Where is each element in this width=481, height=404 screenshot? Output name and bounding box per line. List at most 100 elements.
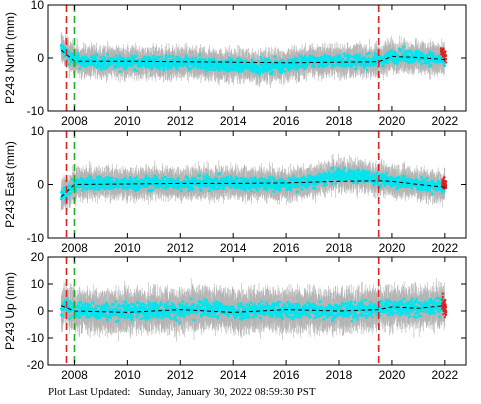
data-point — [347, 57, 351, 60]
data-point — [283, 70, 287, 73]
data-point — [125, 187, 129, 191]
data-point — [99, 68, 103, 71]
data-point — [367, 51, 371, 55]
data-point — [198, 54, 202, 57]
data-point — [166, 67, 170, 71]
data-point — [210, 68, 213, 71]
x-tick-label: 2016 — [273, 114, 300, 128]
data-point — [89, 176, 93, 179]
data-point — [78, 67, 82, 70]
data-point — [84, 185, 87, 189]
data-point — [333, 64, 336, 67]
data-point — [157, 55, 161, 59]
data-point — [390, 48, 393, 52]
data-point — [150, 67, 154, 71]
data-point — [431, 52, 435, 55]
data-point — [261, 70, 265, 74]
data-point — [185, 56, 188, 60]
data-point — [67, 184, 71, 188]
data-point — [391, 51, 395, 54]
data-point — [69, 192, 72, 195]
data-point — [134, 189, 138, 193]
data-point — [151, 54, 155, 58]
data-point — [64, 194, 68, 198]
data-point — [115, 61, 119, 65]
data-point — [322, 65, 326, 69]
data-point — [160, 55, 164, 59]
data-point — [164, 54, 168, 57]
data-point — [239, 70, 242, 73]
data-point — [429, 63, 432, 67]
x-tick-label: 2008 — [61, 114, 88, 128]
recent-point — [441, 49, 444, 52]
data-point — [122, 56, 126, 60]
data-point — [228, 69, 231, 73]
recent-point — [442, 47, 445, 50]
data-point — [413, 58, 417, 62]
data-point — [105, 52, 109, 56]
recent-point — [444, 58, 447, 61]
recent-point — [442, 48, 445, 51]
data-point — [134, 54, 138, 58]
data-point — [293, 56, 297, 60]
data-point — [80, 63, 84, 67]
data-point — [304, 55, 307, 58]
data-point — [207, 68, 211, 71]
data-point — [85, 177, 89, 181]
data-point — [260, 58, 264, 61]
y-tick-label: -10 — [27, 104, 45, 118]
data-point — [85, 187, 89, 191]
data-point — [264, 61, 268, 65]
data-point — [77, 54, 81, 58]
data-point — [349, 54, 353, 58]
data-point — [177, 58, 181, 62]
data-point — [227, 65, 231, 68]
data-point — [323, 53, 327, 57]
data-point — [215, 60, 219, 63]
data-point — [76, 56, 80, 60]
data-points — [59, 43, 447, 76]
data-point — [237, 68, 241, 72]
data-point — [382, 61, 386, 65]
model-line — [60, 49, 445, 64]
data-point — [229, 62, 233, 66]
data-point — [285, 63, 289, 67]
data-point — [94, 57, 98, 61]
data-point — [112, 186, 115, 190]
data-point — [360, 63, 364, 67]
data-point — [187, 66, 191, 70]
data-point — [93, 185, 97, 189]
data-point — [267, 58, 270, 61]
data-point — [367, 56, 371, 60]
data-point — [175, 67, 179, 71]
data-point — [189, 67, 193, 70]
data-point — [358, 53, 362, 56]
data-point — [171, 54, 175, 58]
data-point — [132, 68, 136, 72]
gps-timeseries-figure: 2008 2010 2012 2014 2016 2018 2020 2022 -10 0 10 P2… — [3, 0, 467, 382]
data-point — [117, 57, 121, 60]
data-point — [162, 66, 166, 70]
data-point — [76, 52, 79, 55]
data-point — [145, 174, 148, 178]
data-point — [416, 49, 420, 53]
data-point — [303, 67, 307, 71]
data-point — [67, 49, 70, 53]
data-point — [160, 184, 163, 188]
data-point — [105, 65, 109, 69]
data-point — [230, 58, 234, 61]
data-point — [91, 186, 94, 189]
data-point — [68, 63, 71, 66]
data-point — [212, 57, 216, 61]
data-point — [155, 58, 159, 61]
data-point — [99, 55, 102, 59]
data-point — [156, 178, 160, 182]
recent-point — [445, 54, 447, 57]
data-point — [194, 56, 198, 60]
data-point — [338, 56, 342, 59]
data-point — [169, 66, 173, 70]
data-point — [204, 69, 208, 73]
data-point — [199, 67, 203, 70]
data-point — [354, 67, 358, 71]
